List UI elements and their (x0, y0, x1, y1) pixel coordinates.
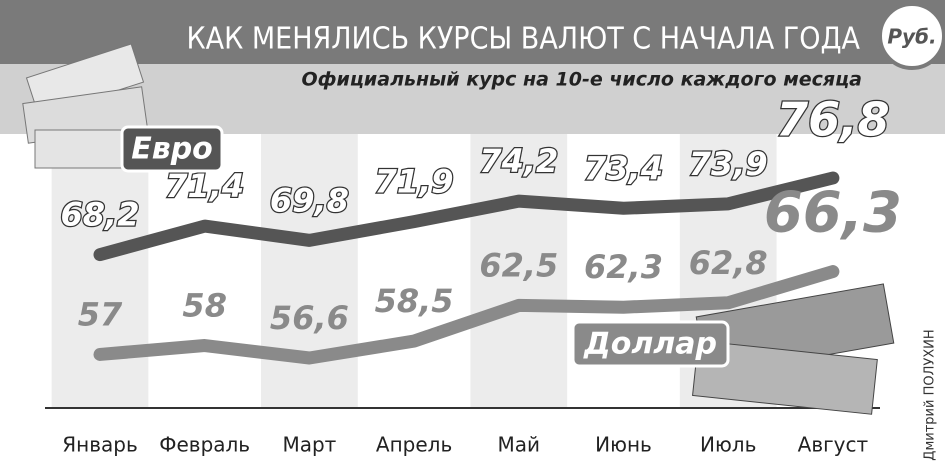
data-label: 66,3 (764, 181, 902, 246)
legend-label: Евро (131, 132, 213, 167)
chart: КАК МЕНЯЛИСЬ КУРСЫ ВАЛЮТ С НАЧАЛА ГОДА О… (0, 0, 945, 464)
data-label: 58,5 (375, 282, 454, 320)
credit: Дмитрий ПОЛУХИН (923, 329, 938, 460)
data-label: 71,4 (165, 167, 244, 205)
x-tick-label: Январь (62, 433, 138, 457)
x-tick-label: Май (498, 433, 541, 457)
data-label: 57 (78, 295, 123, 333)
x-tick-label: Апрель (376, 433, 452, 457)
data-label: 73,9 (689, 145, 768, 183)
data-label: 62,5 (479, 246, 558, 284)
legend-label: Доллар (583, 327, 717, 362)
x-tick-label: Февраль (159, 433, 250, 457)
x-tick-label: Март (282, 433, 336, 457)
x-tick-label: Август (798, 433, 869, 457)
chart-subtitle: Официальный курс на 10-е число каждого м… (302, 69, 862, 91)
column-stripe (52, 134, 149, 408)
column-stripe (261, 134, 358, 408)
data-label: 68,2 (61, 196, 140, 234)
unit-label: Руб. (887, 25, 936, 49)
data-label: 71,9 (375, 163, 454, 201)
x-tick-label: Июль (700, 433, 756, 457)
data-label: 56,6 (270, 299, 349, 337)
data-label: 74,2 (479, 142, 558, 180)
chart-title: КАК МЕНЯЛИСЬ КУРСЫ ВАЛЮТ С НАЧАЛА ГОДА (187, 22, 861, 57)
data-label: 58 (182, 287, 227, 325)
x-tick-label: Июнь (595, 433, 652, 457)
data-label: 62,8 (689, 244, 768, 282)
data-label: 76,8 (776, 93, 890, 147)
data-label: 62,3 (584, 248, 663, 286)
data-label: 73,4 (584, 149, 663, 187)
data-label: 69,8 (270, 181, 349, 219)
